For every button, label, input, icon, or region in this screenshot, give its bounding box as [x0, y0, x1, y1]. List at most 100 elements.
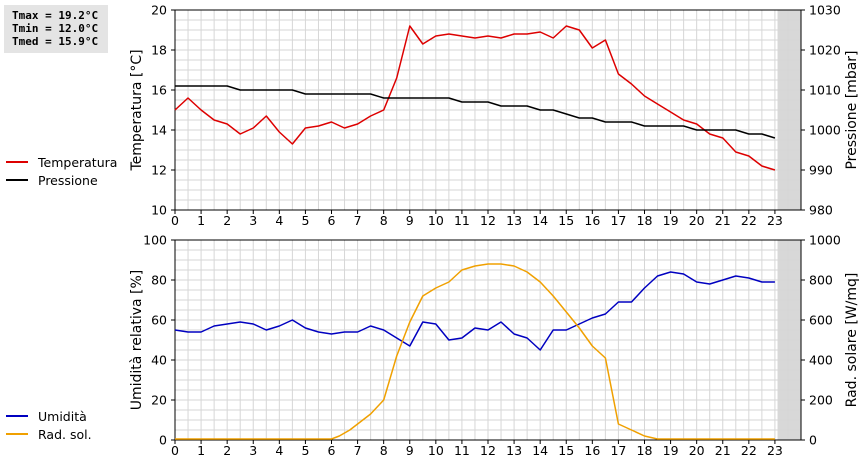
x-tick-label: 20	[689, 443, 705, 458]
legend-top-chart: Temperatura Pressione	[6, 153, 117, 189]
x-tick-label: 4	[275, 213, 283, 228]
y-tick-label: 10	[151, 203, 167, 218]
x-tick-label: 23	[767, 443, 783, 458]
x-tick-label: 16	[584, 443, 600, 458]
y2-tick-label: 990	[809, 163, 833, 178]
x-tick-label: 14	[532, 443, 548, 458]
y-tick-label: 20	[151, 3, 167, 18]
y2-tick-label: 400	[809, 353, 833, 368]
x-tick-label: 19	[663, 213, 679, 228]
legend-item-rad-sol: Rad. sol.	[6, 425, 92, 443]
legend-label: Pressione	[38, 172, 98, 188]
x-tick-label: 8	[380, 443, 388, 458]
y-tick-label: 40	[151, 353, 167, 368]
y2-axis-title: Rad. solare [W/mq]	[844, 273, 860, 408]
series-line-rad-sol	[175, 263, 775, 440]
y2-tick-label: 1020	[809, 43, 841, 58]
y-tick-label: 60	[151, 313, 167, 328]
x-tick-label: 23	[767, 213, 783, 228]
legend-item-pressione: Pressione	[6, 171, 117, 189]
x-tick-label: 8	[380, 213, 388, 228]
x-tick-label: 11	[454, 213, 470, 228]
x-tick-label: 10	[428, 443, 444, 458]
legend-swatch	[6, 433, 28, 435]
x-tick-label: 3	[249, 213, 257, 228]
x-tick-label: 15	[558, 443, 574, 458]
x-tick-label: 7	[354, 443, 362, 458]
x-tick-label: 7	[354, 213, 362, 228]
x-tick-label: 10	[428, 213, 444, 228]
y2-tick-label: 1000	[809, 233, 841, 248]
x-tick-label: 1	[197, 213, 205, 228]
x-tick-label: 9	[406, 443, 414, 458]
x-tick-label: 14	[532, 213, 548, 228]
x-tick-label: 4	[275, 443, 283, 458]
x-tick-label: 15	[558, 213, 574, 228]
x-tick-label: 5	[301, 443, 309, 458]
legend-swatch	[6, 179, 28, 181]
x-tick-label: 5	[301, 213, 309, 228]
y2-tick-label: 600	[809, 313, 833, 328]
series-line-pressione	[175, 85, 776, 139]
legend-item-umidita: Umidità	[6, 407, 92, 425]
chart-panel-0: 0 1 2 3 4 5 6 7 8 9 10 11 12 13 14 15 16 17 18 19 20 21 22 2310…	[129, 3, 860, 229]
y2-tick-label: 0	[809, 433, 817, 448]
y2-tick-label: 200	[809, 393, 833, 408]
y-tick-label: 18	[151, 43, 167, 58]
y-tick-label: 20	[151, 393, 167, 408]
x-tick-label: 22	[741, 443, 757, 458]
legend-label: Umidità	[38, 408, 87, 424]
y2-tick-label: 1030	[809, 3, 841, 18]
x-tick-label: 12	[480, 443, 496, 458]
y-tick-label: 16	[151, 83, 167, 98]
x-tick-label: 18	[637, 213, 653, 228]
x-tick-label: 21	[715, 443, 731, 458]
series-line-umidit	[174, 271, 775, 351]
x-tick-label: 6	[328, 443, 336, 458]
legend-swatch	[6, 415, 28, 417]
x-tick-label: 19	[663, 443, 679, 458]
x-tick-label: 2	[223, 213, 231, 228]
x-tick-label: 13	[506, 213, 522, 228]
tmin-value: Tmin = 12.0°C	[12, 22, 99, 35]
x-tick-label: 9	[406, 213, 414, 228]
legend-item-temperatura: Temperatura	[6, 153, 117, 171]
tmed-value: Tmed = 15.9°C	[12, 35, 99, 48]
y2-tick-label: 1000	[809, 123, 841, 138]
y2-tick-label: 980	[809, 203, 833, 218]
legend-bottom-chart: Umidità Rad. sol.	[6, 407, 92, 443]
x-tick-label: 18	[637, 443, 653, 458]
y-tick-label: 0	[159, 433, 167, 448]
y-tick-label: 80	[151, 273, 167, 288]
legend-label: Rad. sol.	[38, 426, 92, 442]
y2-tick-label: 800	[809, 273, 833, 288]
x-tick-label: 13	[506, 443, 522, 458]
y-tick-label: 14	[151, 123, 167, 138]
x-tick-label: 0	[171, 213, 179, 228]
y2-tick-label: 1010	[809, 83, 841, 98]
x-tick-label: 0	[171, 443, 179, 458]
x-tick-label: 12	[480, 213, 496, 228]
y-tick-label: 100	[143, 233, 167, 248]
x-tick-label: 11	[454, 443, 470, 458]
legend-swatch	[6, 161, 28, 163]
x-tick-label: 6	[328, 213, 336, 228]
x-tick-label: 20	[689, 213, 705, 228]
x-tick-label: 1	[197, 443, 205, 458]
x-tick-label: 16	[584, 213, 600, 228]
x-tick-label: 17	[610, 443, 626, 458]
legend-label: Temperatura	[38, 154, 118, 170]
y-tick-label: 12	[151, 163, 167, 178]
y2-axis-title: Pressione [mbar]	[844, 50, 860, 169]
y-axis-title: Umidità relativa [%]	[129, 270, 145, 411]
x-tick-label: 22	[741, 213, 757, 228]
series-line-temperatura	[174, 25, 776, 171]
tmax-value: Tmax = 19.2°C	[12, 9, 99, 22]
x-tick-label: 21	[715, 213, 731, 228]
x-tick-label: 3	[249, 443, 257, 458]
temperature-stats-box: Tmax = 19.2°C Tmin = 12.0°C Tmed = 15.9°…	[4, 5, 108, 53]
y-axis-title: Temperatura [°C]	[129, 49, 145, 171]
x-tick-label: 17	[610, 213, 626, 228]
x-tick-label: 2	[223, 443, 231, 458]
